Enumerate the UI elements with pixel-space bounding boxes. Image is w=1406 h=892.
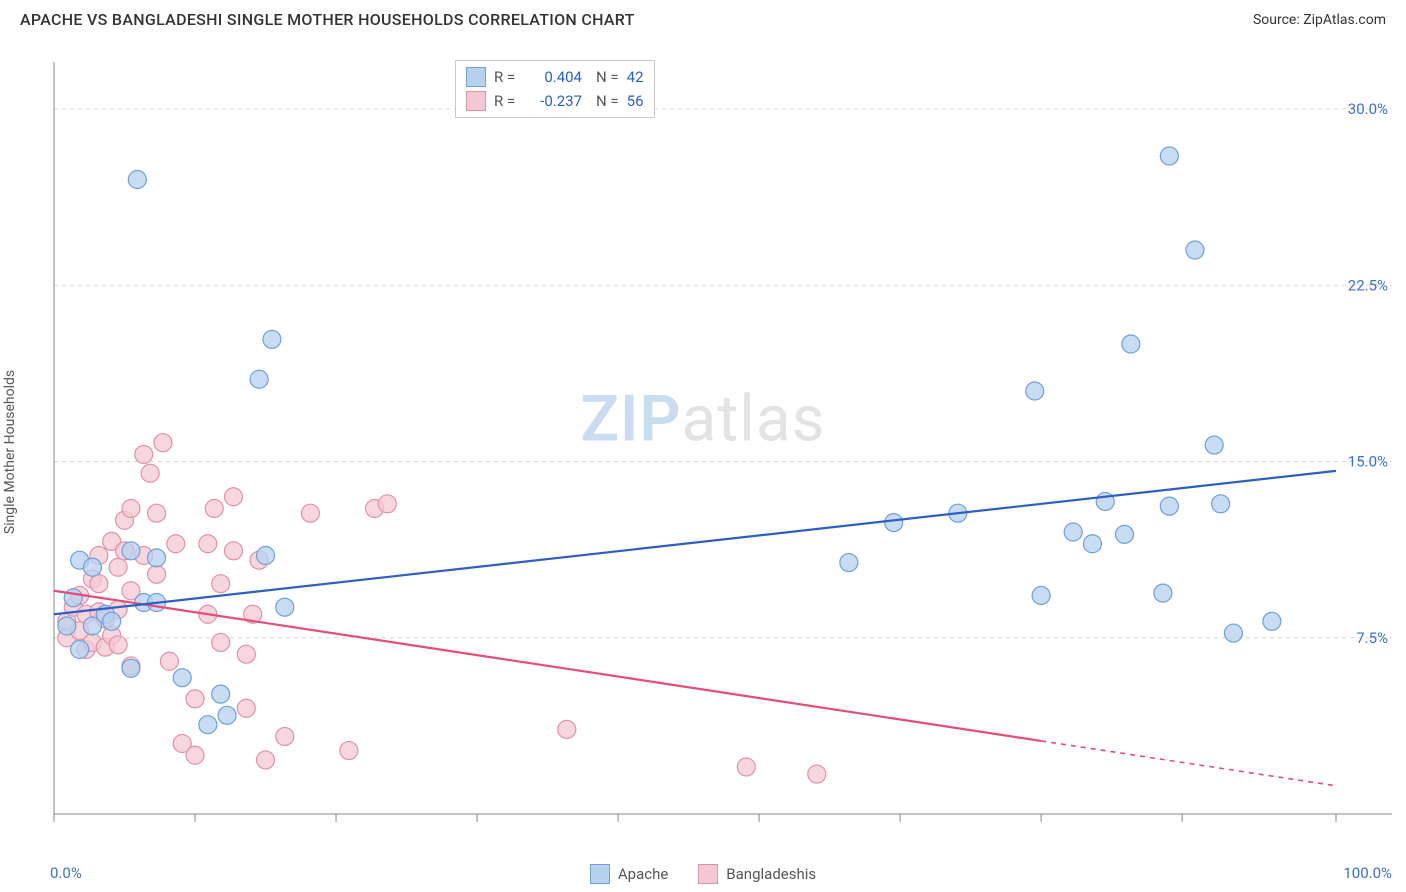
correlation-legend: R = 0.404 N = 42 R = -0.237 N = 56 [455,60,655,118]
y-axis-label: Single Mother Households [2,370,18,534]
svg-text:22.5%: 22.5% [1348,276,1388,294]
svg-text:30.0%: 30.0% [1348,100,1388,118]
legend-row-bangladeshi: R = -0.237 N = 56 [466,89,644,113]
r-label: R = [494,68,522,86]
apache-label: Apache [618,865,668,883]
apache-swatch [590,864,610,884]
apache-r-value: 0.404 [530,68,582,86]
bangladeshi-swatch [698,864,718,884]
apache-n-value: 42 [627,68,644,86]
n-label: N = [596,92,619,110]
legend-item-apache: Apache [590,864,668,884]
source-label: Source: ZipAtlas.com [1253,12,1386,28]
x-max-label: 100.0% [1343,864,1392,882]
apache-swatch [466,67,486,87]
svg-text:15.0%: 15.0% [1348,453,1388,471]
legend-item-bangladeshi: Bangladeshis [698,864,816,884]
svg-text:7.5%: 7.5% [1356,629,1388,647]
bangladeshi-n-value: 56 [627,92,644,110]
legend-row-apache: R = 0.404 N = 42 [466,65,644,89]
bangladeshi-label: Bangladeshis [726,865,816,883]
n-label: N = [596,68,619,86]
series-legend: Apache Bangladeshis [0,864,1406,884]
bangladeshi-r-value: -0.237 [530,92,582,110]
scatter-chart: 7.5% 15.0% 22.5% 30.0% [50,52,1396,838]
chart-title: APACHE VS BANGLADESHI SINGLE MOTHER HOUS… [20,10,635,29]
r-label: R = [494,92,522,110]
bangladeshi-swatch [466,91,486,111]
x-min-label: 0.0% [50,864,82,882]
